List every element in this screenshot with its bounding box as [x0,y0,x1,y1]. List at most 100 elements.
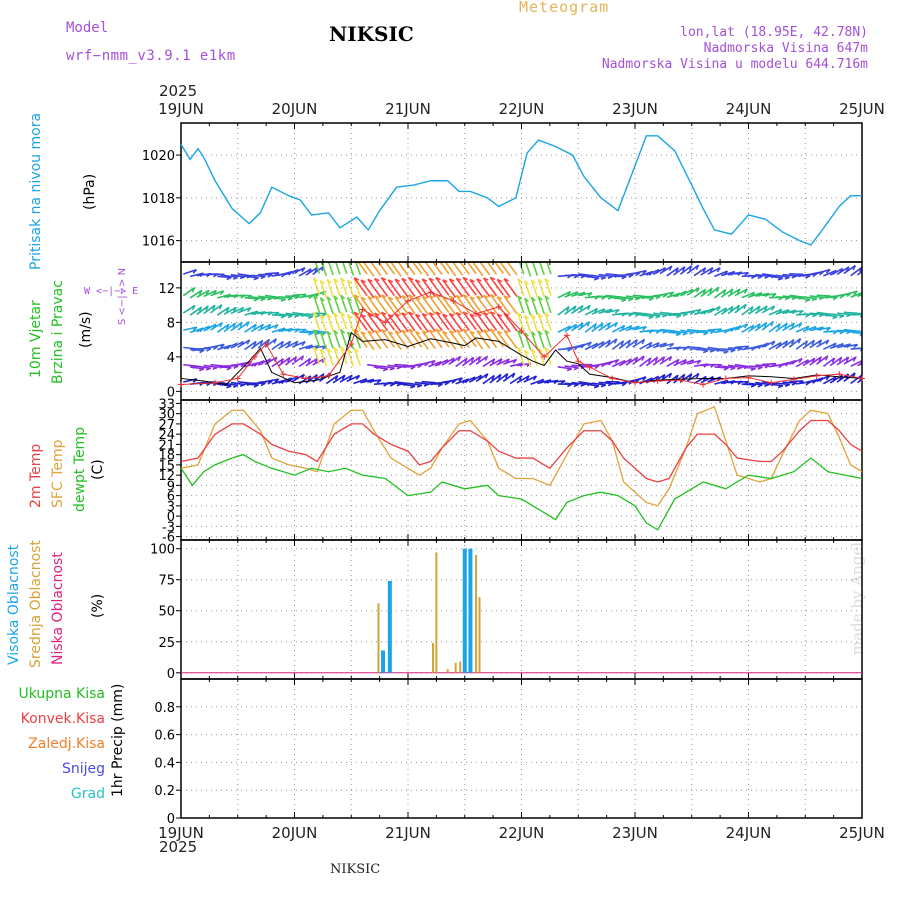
wind-gust-marker [541,353,548,360]
y-tick-label: 18 [158,449,175,464]
year-top: 2025 [159,82,198,100]
y-tick-label: 0 [167,667,175,682]
wind-gust-marker [745,374,752,381]
y-tick-label: 1020 [142,149,175,164]
y-tick-label: 25 [158,636,175,651]
day-label-bottom: 22JUN [499,824,545,842]
pressure-line [180,135,862,246]
mid-cloud-bar [431,643,434,673]
day-label-bottom: 25JUN [839,824,885,842]
dewpoint-line [180,453,863,531]
y-tick-label: 1018 [142,192,175,207]
high-cloud-bar [468,548,473,673]
wind-gust-marker [677,377,684,384]
wind-arrows [182,262,862,389]
precip-legend-freezing: Zaledj.Kisa [28,736,105,752]
wind-gust-marker [836,371,843,378]
wind-gust-marker [212,379,219,386]
wind-gust-marker [790,376,797,383]
wind-gust-marker [251,353,258,360]
y-tick-label: 100 [150,543,175,558]
wind-gust-marker [563,332,570,339]
precip-legend-convective: Konvek.Kisa [20,711,105,727]
wind-gust-marker [359,306,366,313]
y-tick-label: 12 [158,282,175,297]
mid-cloud-bar [454,662,457,673]
y-tick-label: 27 [158,418,175,433]
y-tick-label: -6 [162,531,175,546]
y-tick-label: 3 [167,500,175,515]
day-label-bottom: 20JUN [272,824,318,842]
mid-cloud-bar [446,669,449,673]
y-tick-label: -3 [162,520,175,535]
mid-cloud-bar [478,597,481,673]
wind-gust-marker [609,375,616,382]
y-tick-label: 0.2 [154,784,175,799]
temp-2m-line [180,419,863,483]
y-tick-label: 33 [158,397,175,412]
y-tick-label: 12 [158,469,175,484]
day-label-bottom: 19JUN [158,824,204,842]
wind-gust-marker [302,375,309,382]
model-elevation-label: Nadmorska Visina u modelu 644.716m [601,57,868,72]
precip-legend-hail: Grad [70,786,105,802]
wind-gust-marker [575,358,582,365]
precip-legend-snow: Snijeg [61,761,105,777]
day-label-top: 23JUN [612,100,658,118]
wind-gust-marker [586,364,593,371]
y-tick-label: 0 [167,812,175,827]
lonlat-label: lon,lat (18.95E, 42.78N) [680,25,868,40]
y-tick-label: 9 [167,479,175,494]
day-label-top: 21JUN [385,100,431,118]
high-cloud-bar [381,650,386,673]
y-tick-label: 21 [158,438,175,453]
wind-gust-marker [450,297,457,304]
y-tick-label: 0.8 [154,701,175,716]
day-label-top: 24JUN [726,100,772,118]
model-label: Model [66,20,109,36]
y-tick-label: 0 [167,385,175,400]
y-tick-label: 4 [167,351,175,366]
precip-legend-total: Ukupna Kisa [18,686,105,702]
day-label-bottom: 24JUN [726,824,772,842]
mid-cloud-bar [475,554,478,673]
panel-frame-precip [180,678,863,819]
elevation-label: Nadmorska Visina 647m [703,41,868,56]
y-tick-label: 0 [167,510,175,525]
wind-gust-marker [427,289,434,296]
wind-gust-marker [382,319,389,326]
wind-gust-marker [405,297,411,304]
wind-gust-marker [859,375,865,382]
y-tick-label: 30 [158,408,175,423]
high-cloud-bar [462,548,467,673]
model-name: wrf−nmm_v3.9.1 e1km [66,48,236,64]
wind-gust-marker [722,375,729,382]
station-title: NIKSIC [329,22,414,46]
day-label-top: 25JUN [839,100,885,118]
y-tick-label: 0.4 [154,756,175,771]
wind-gust-marker [178,381,184,388]
day-label-bottom: 23JUN [612,824,658,842]
mid-cloud-bar [435,552,438,673]
footer-station: NIKSIC [330,862,381,877]
wind-gust-marker [813,372,820,379]
day-label-top: 19JUN [158,100,204,118]
y-tick-label: 0.6 [154,729,175,744]
wind-gust-marker [263,340,270,347]
wind-gust-marker [632,379,638,386]
sfc-temp-line [180,405,863,507]
day-label-top: 20JUN [272,100,318,118]
wind-gust-marker [234,375,241,382]
wind-gust-marker [768,379,775,386]
wind-gust-marker [280,371,287,378]
day-label-bottom: 21JUN [385,824,431,842]
y-tick-label: 6 [167,490,175,505]
high-cloud-bar [387,580,392,673]
wind-gust-marker [348,340,355,347]
y-tick-label: 75 [158,574,175,589]
wind-gust-marker [518,328,525,334]
wind-compass-we: W <−|−> E [84,286,139,297]
y-tick-label: 8 [167,316,175,331]
y-tick-label: 50 [158,605,175,620]
